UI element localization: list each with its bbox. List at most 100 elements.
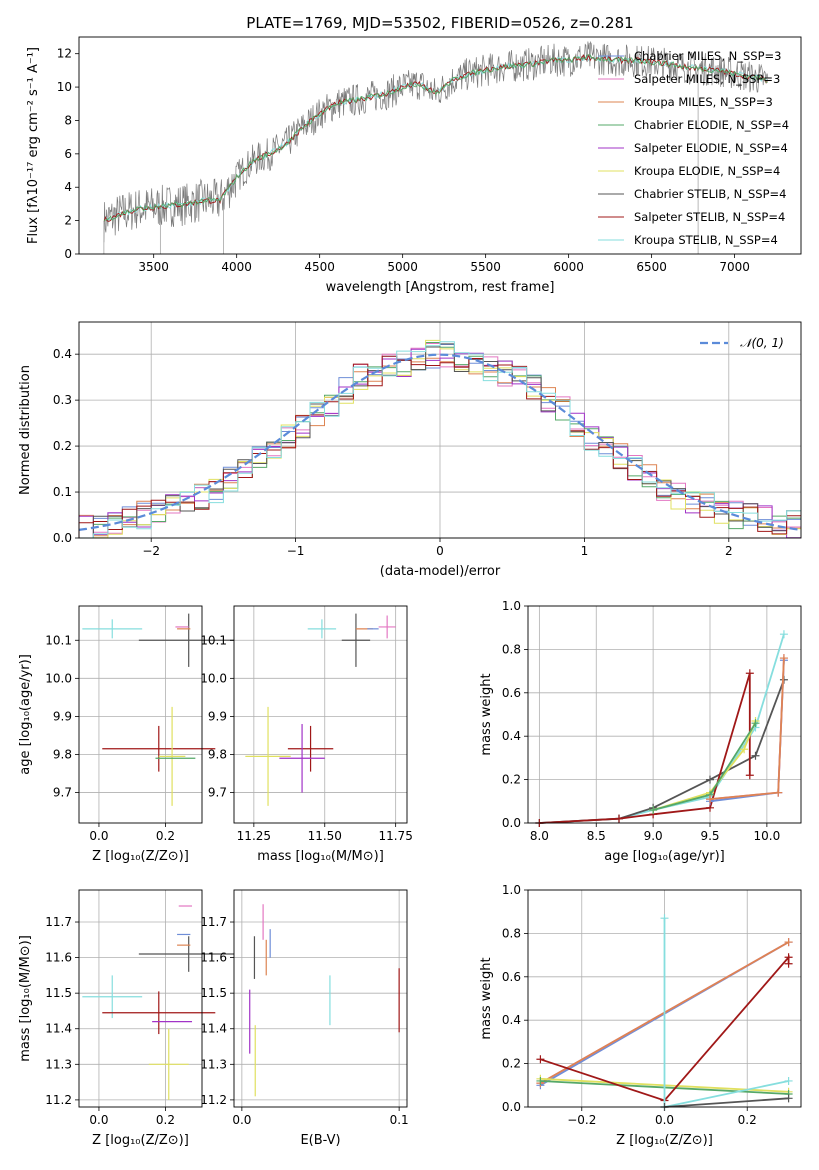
x-tick-label: −1 — [287, 544, 305, 558]
plus-marker — [784, 959, 793, 968]
y-tick-label: 12 — [57, 47, 72, 61]
y-tick-label: 1.0 — [502, 599, 521, 613]
y-tick-label: 0.0 — [53, 531, 72, 545]
x-tick-label: 8.0 — [530, 829, 549, 843]
legend-label: Kroupa MILES, N_SSP=3 — [634, 95, 773, 109]
y-tick-label: 0.4 — [502, 1013, 521, 1027]
x-tick-label: 0.2 — [738, 1113, 757, 1127]
y-tick-label: 1.0 — [502, 883, 521, 897]
x-tick-label: 0.0 — [89, 1113, 108, 1127]
y-axis-label: age [log₁₀(age/yr)] — [18, 654, 33, 775]
legend-label: 𝒩(0, 1) — [740, 336, 784, 350]
x-tick-label: −0.2 — [567, 1113, 596, 1127]
plus-marker — [649, 805, 658, 814]
plus-marker — [706, 775, 714, 784]
histogram-step-line — [79, 341, 801, 539]
x-tick-label: 0.0 — [232, 1113, 251, 1127]
plus-marker — [740, 745, 749, 754]
plot-area — [79, 606, 202, 823]
x-tick-label: 4500 — [304, 260, 335, 274]
y-axis-label: mass weight — [479, 957, 494, 1039]
legend-label: Kroupa STELIB, N_SSP=4 — [634, 233, 778, 247]
plus-marker — [745, 771, 754, 780]
x-tick-label: 5000 — [387, 260, 418, 274]
chart-title: PLATE=1769, MJD=53502, FIBERID=0526, z=0… — [246, 14, 633, 32]
plot-area — [234, 606, 407, 823]
x-tick-label: 0.2 — [156, 829, 175, 843]
y-tick-label: 8 — [64, 113, 72, 127]
y-tick-label: 0.1 — [53, 485, 72, 499]
x-tick-label: 11.25 — [237, 829, 271, 843]
x-axis-label: Z [log₁₀(Z/Z⊙)] — [616, 1133, 713, 1148]
plus-marker — [779, 654, 788, 663]
y-tick-label: 11.3 — [45, 1057, 72, 1071]
y-tick-label: 9.9 — [53, 709, 72, 723]
x-tick-label: 9.0 — [644, 829, 663, 843]
x-tick-label: 9.5 — [700, 829, 719, 843]
plus-marker — [774, 788, 783, 797]
y-tick-label: 0.2 — [502, 1057, 521, 1071]
axes-frame — [233, 605, 408, 824]
x-axis-label: wavelength [Angstrom, rest frame] — [326, 280, 555, 295]
plus-marker — [784, 1094, 793, 1103]
x-tick-label: 6000 — [553, 260, 584, 274]
y-tick-label: 0.0 — [502, 1100, 521, 1114]
x-tick-label: 7000 — [719, 260, 750, 274]
legend-label: Kroupa ELODIE, N_SSP=4 — [634, 164, 780, 178]
legend-label: Salpeter MILES, N_SSP=3 — [634, 72, 780, 86]
y-tick-label: 11.5 — [200, 986, 227, 1000]
plus-marker — [751, 719, 760, 728]
spectrum-model-line — [103, 54, 768, 222]
y-tick-label: 11.5 — [45, 986, 72, 1000]
plot-area — [234, 890, 407, 1107]
y-tick-label: 11.3 — [200, 1057, 227, 1071]
plus-marker — [784, 938, 793, 947]
legend-label: Chabrier MILES, N_SSP=3 — [634, 49, 781, 63]
y-tick-label: 10.1 — [45, 633, 72, 647]
y-tick-label: 0.6 — [502, 686, 521, 700]
y-axis-label: Flux [fλ10⁻¹⁷ erg cm⁻² s⁻¹ A⁻¹] — [26, 47, 41, 244]
x-tick-label: 2 — [725, 544, 733, 558]
plus-marker — [536, 1076, 545, 1085]
x-axis-label: E(B-V) — [300, 1133, 340, 1148]
x-tick-label: 0.2 — [156, 1113, 175, 1127]
plus-marker — [536, 1055, 545, 1064]
axes-frame — [78, 36, 802, 255]
x-axis-label: (data-model)/error — [380, 564, 501, 579]
legend-label: Chabrier ELODIE, N_SSP=4 — [634, 118, 789, 132]
y-tick-label: 0 — [64, 247, 72, 261]
legend-label: Salpeter STELIB, N_SSP=4 — [634, 210, 785, 224]
plus-marker — [706, 795, 714, 804]
plus-marker — [660, 914, 669, 923]
y-tick-label: 11.4 — [200, 1022, 227, 1036]
y-axis-label: mass weight — [479, 673, 494, 755]
plus-marker — [745, 669, 754, 678]
y-axis-label: mass [log₁₀(M/M⊙)] — [18, 935, 33, 1062]
normal-curve-line — [78, 353, 802, 531]
x-tick-label: 8.5 — [587, 829, 606, 843]
x-tick-label: 6500 — [636, 260, 667, 274]
plus-marker — [615, 814, 623, 823]
x-axis-label: age [log₁₀(age/yr)] — [604, 849, 725, 864]
axes-frame — [527, 889, 802, 1108]
plot-area — [79, 37, 801, 254]
y-tick-label: 9.9 — [208, 709, 227, 723]
y-tick-label: 0.8 — [502, 642, 521, 656]
x-tick-label: −2 — [142, 544, 160, 558]
y-tick-label: 0.6 — [502, 970, 521, 984]
series-line — [664, 1097, 789, 1108]
y-tick-label: 0.2 — [502, 773, 521, 787]
y-tick-label: 11.4 — [45, 1022, 72, 1036]
x-tick-label: 5500 — [470, 260, 501, 274]
x-axis-label: Z [log₁₀(Z/Z⊙)] — [92, 1133, 189, 1148]
x-tick-label: 11.50 — [308, 829, 342, 843]
y-tick-label: 0.2 — [53, 439, 72, 453]
x-tick-label: 10.0 — [754, 829, 781, 843]
spectrum-data-line — [103, 40, 769, 243]
y-tick-label: 10.0 — [45, 671, 72, 685]
y-tick-label: 4 — [64, 180, 72, 194]
y-tick-label: 11.7 — [200, 915, 227, 929]
axes-frame — [78, 889, 203, 1108]
plus-marker — [779, 630, 788, 639]
